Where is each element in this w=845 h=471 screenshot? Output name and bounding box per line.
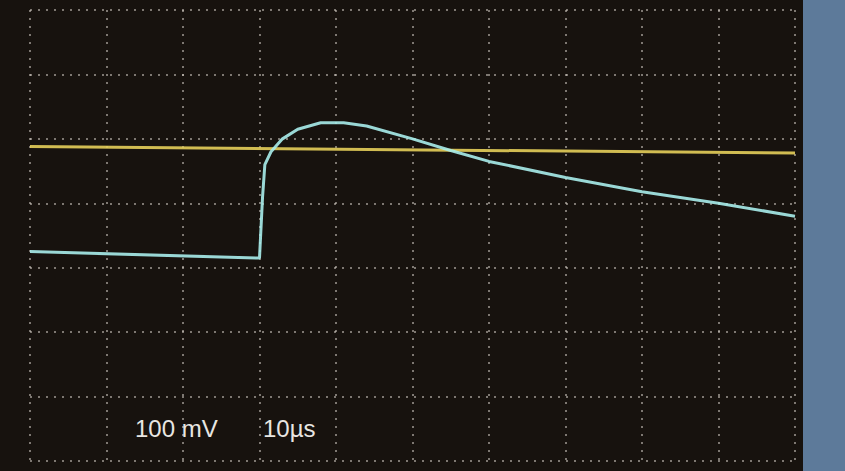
svg-text:10µs: 10µs — [263, 415, 316, 442]
svg-text:100 mV: 100 mV — [135, 415, 218, 442]
